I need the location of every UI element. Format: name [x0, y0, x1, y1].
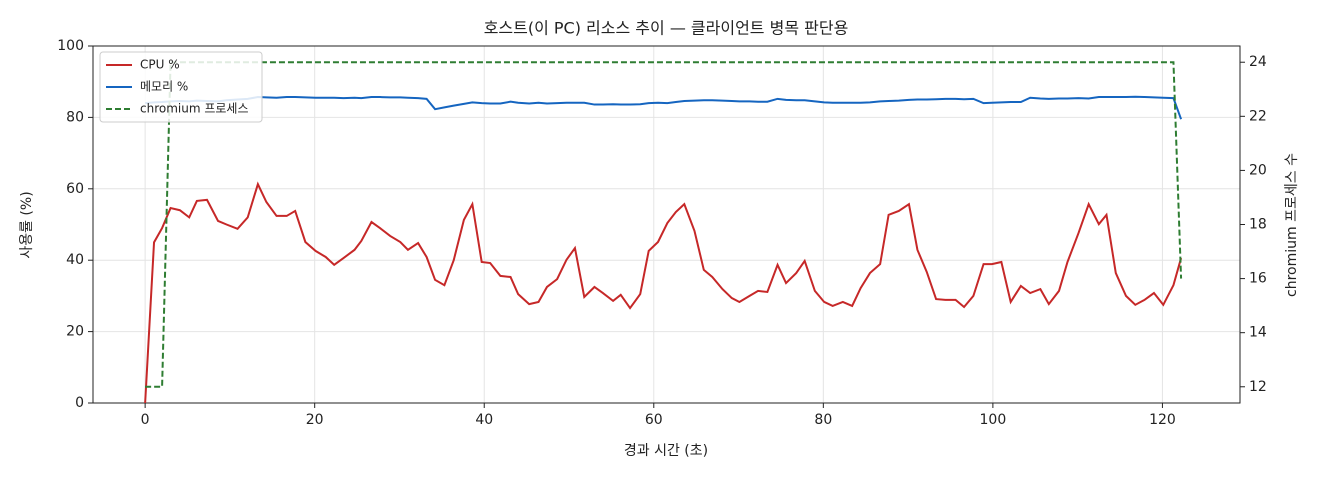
legend-box [99, 51, 263, 123]
x-tick-label: 80 [814, 412, 832, 428]
legend-label: 메모리 % [140, 80, 188, 94]
y2-axis-label: chromium 프로세스 수 [1284, 153, 1300, 297]
y2-tick-label: 22 [1249, 108, 1267, 124]
x-tick-label: 40 [475, 412, 493, 428]
y-tick-label: 40 [66, 252, 84, 268]
x-tick-label: 20 [306, 412, 324, 428]
y2-tick-label: 16 [1249, 271, 1267, 287]
legend-label: chromium 프로세스 [140, 102, 249, 116]
y2-tick-label: 12 [1249, 379, 1267, 395]
y2-tick-label: 18 [1249, 217, 1267, 233]
x-tick-label: 60 [645, 412, 663, 428]
x-tick-label: 0 [141, 412, 150, 428]
plot-frame [92, 45, 1241, 404]
y-tick-label: 60 [66, 181, 84, 197]
y2-tick-label: 14 [1249, 325, 1267, 341]
x-tick-label: 100 [980, 412, 1007, 428]
y2-tick-label: 24 [1249, 54, 1267, 70]
series-line [144, 181, 1183, 404]
y2-tick-label: 20 [1249, 162, 1267, 178]
chart-title: 호스트(이 PC) 리소스 추이 — 클라이언트 병목 판단용 [484, 19, 849, 38]
y-tick-label: 100 [57, 38, 84, 54]
y-tick-label: 0 [75, 395, 84, 411]
series-line [145, 61, 1183, 388]
y-axis-label: 사용률 (%) [19, 191, 35, 258]
series-line [145, 95, 1183, 120]
x-axis-label: 경과 시간 (초) [624, 443, 708, 459]
legend-label: CPU % [140, 58, 180, 72]
y-tick-label: 80 [66, 109, 84, 125]
x-tick-label: 120 [1149, 412, 1176, 428]
y-tick-label: 20 [66, 324, 84, 340]
